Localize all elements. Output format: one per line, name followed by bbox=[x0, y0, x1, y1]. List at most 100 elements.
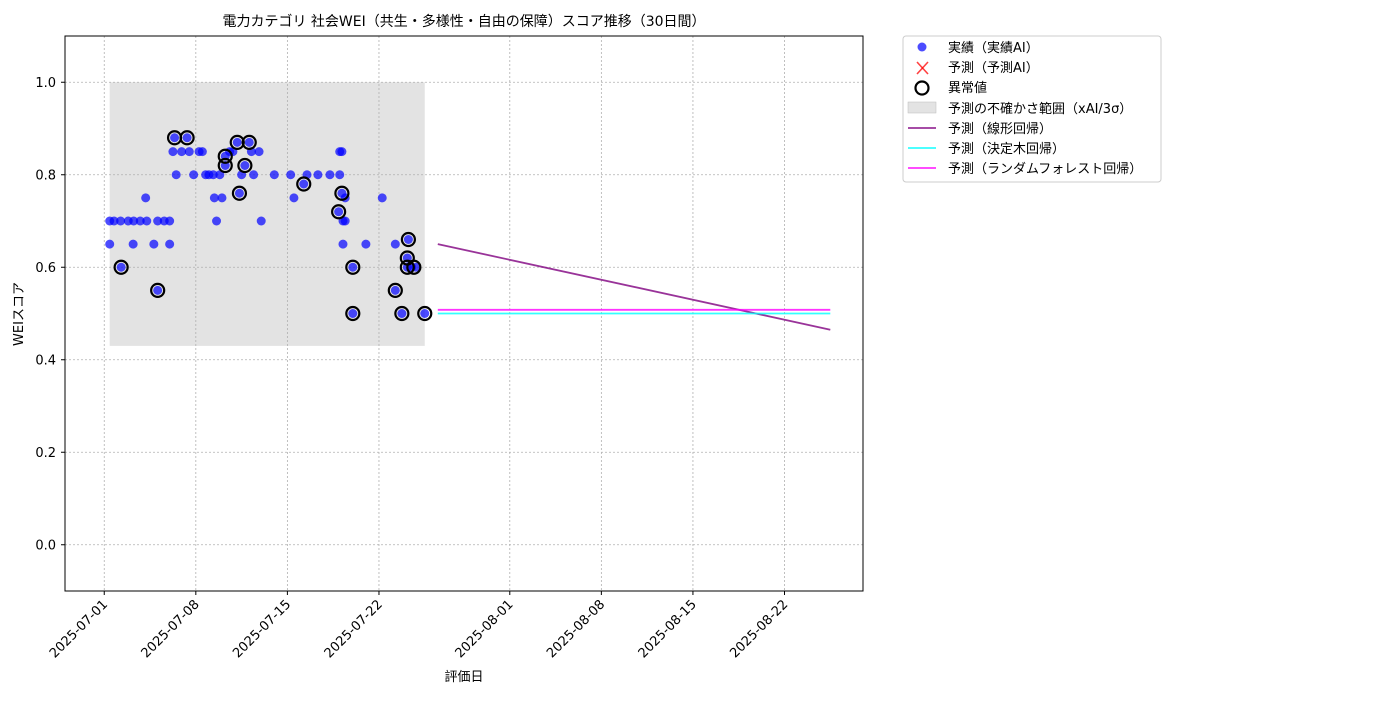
actual-point bbox=[116, 262, 126, 272]
actual-point bbox=[129, 216, 139, 226]
x-tick-label: 2025-08-08 bbox=[544, 597, 608, 661]
actual-point bbox=[240, 161, 250, 170]
y-tick-label: 0.4 bbox=[35, 353, 56, 368]
plot-frame bbox=[64, 35, 864, 592]
x-tick-label: 2025-08-15 bbox=[636, 597, 700, 661]
x-tick-label: 2025-07-22 bbox=[322, 597, 386, 661]
y-tick-label: 0.2 bbox=[35, 446, 56, 461]
anomaly-marker bbox=[217, 157, 233, 174]
actual-point bbox=[390, 285, 400, 295]
legend-uncertainty-swatch bbox=[907, 101, 937, 114]
anomaly-marker bbox=[296, 176, 312, 192]
actual-point bbox=[165, 239, 175, 249]
y-tick-label: 0.0 bbox=[35, 538, 56, 553]
actual-point bbox=[170, 133, 180, 143]
actual-point bbox=[197, 147, 207, 157]
actual-point bbox=[348, 309, 358, 318]
y-tick-label: 0.6 bbox=[35, 261, 56, 276]
legend-linear-label: 予測（線形回帰） bbox=[948, 121, 1052, 137]
x-tick-label: 2025-08-22 bbox=[727, 597, 791, 661]
actual-point bbox=[165, 216, 175, 226]
anomaly-marker bbox=[399, 259, 415, 275]
actual-point bbox=[334, 207, 344, 217]
actual-point bbox=[338, 239, 348, 249]
actual-point bbox=[313, 170, 323, 180]
actual-point bbox=[116, 216, 126, 226]
actual-point bbox=[189, 170, 199, 180]
anomaly-marker bbox=[150, 282, 166, 298]
actual-point bbox=[403, 235, 413, 244]
x-tick-label: 2025-07-15 bbox=[230, 597, 294, 661]
actual-point bbox=[209, 193, 219, 203]
anomaly-marker bbox=[113, 259, 129, 275]
x-tick-label: 2025-08-01 bbox=[453, 597, 517, 661]
prediction-line-linear bbox=[437, 243, 831, 331]
anomaly-marker bbox=[406, 259, 422, 275]
anomaly-marker bbox=[334, 185, 350, 201]
legend-frame bbox=[902, 35, 1162, 183]
actual-point bbox=[299, 179, 309, 189]
legend-predicted-ai-marker bbox=[916, 61, 929, 75]
anomaly-marker bbox=[345, 305, 361, 322]
actual-point bbox=[208, 170, 218, 180]
anomaly-marker bbox=[231, 185, 248, 201]
actual-point bbox=[340, 216, 350, 226]
actual-point bbox=[337, 147, 347, 157]
actual-point bbox=[420, 309, 430, 318]
actual-point bbox=[325, 170, 335, 180]
actual-point bbox=[177, 147, 187, 157]
actual-point bbox=[390, 239, 400, 249]
actual-point bbox=[254, 147, 264, 157]
actual-point bbox=[249, 170, 259, 180]
actual-point bbox=[215, 170, 225, 180]
prediction-lines-layer bbox=[437, 243, 831, 331]
legend-anomaly-label: 異常値 bbox=[948, 80, 987, 96]
actual-point bbox=[135, 216, 145, 226]
actual-point bbox=[184, 147, 194, 157]
actual-point bbox=[128, 239, 138, 249]
actual-point bbox=[335, 170, 345, 180]
legend-anomaly-marker bbox=[914, 80, 930, 96]
legend-actual-marker bbox=[917, 42, 927, 52]
actual-point bbox=[244, 137, 254, 147]
legend-predicted-ai-label: 予測（予測AI） bbox=[948, 61, 1039, 76]
actual-point bbox=[142, 216, 152, 226]
actual-point bbox=[109, 216, 119, 226]
actual-point bbox=[269, 170, 279, 180]
x-tick-label: 2025-07-01 bbox=[47, 597, 111, 661]
actual-point bbox=[256, 216, 266, 226]
anomaly-marker bbox=[331, 204, 347, 220]
actual-point bbox=[153, 285, 163, 295]
x-axis-ticks: 2025-07-01 2025-07-08 2025-07-15 2025-07-22… bbox=[47, 591, 791, 661]
actual-point bbox=[141, 193, 151, 203]
actual-point bbox=[397, 309, 407, 318]
anomaly-marker bbox=[417, 305, 433, 322]
legend-uncertainty-label: 予測の不確かさ範囲（xAI/3σ） bbox=[948, 101, 1132, 117]
anomaly-marker bbox=[400, 231, 417, 248]
actual-point bbox=[171, 170, 181, 180]
x-tick-label: 2025-07-08 bbox=[139, 597, 203, 661]
anomaly-marker bbox=[217, 148, 233, 164]
legend-decision-tree-label: 予測（決定木回帰） bbox=[948, 141, 1065, 157]
anomaly-marker bbox=[394, 305, 410, 322]
actual-points-layer bbox=[105, 133, 430, 318]
actual-point bbox=[361, 239, 371, 249]
actual-point bbox=[153, 216, 163, 226]
actual-point bbox=[149, 239, 159, 249]
actual-point bbox=[168, 147, 178, 157]
legend-actual-label: 実績（実績AI） bbox=[948, 40, 1039, 56]
y-axis-ticks: 0.0 0.2 0.4 0.6 0.8 1.0 bbox=[35, 76, 65, 553]
y-tick-label: 0.8 bbox=[35, 168, 56, 183]
actual-point bbox=[232, 137, 242, 147]
actual-point bbox=[289, 193, 299, 203]
actual-point bbox=[348, 262, 358, 272]
actual-point bbox=[212, 216, 222, 226]
actual-point bbox=[182, 133, 192, 143]
legend-random-forest-label: 予測（ランダムフォレスト回帰） bbox=[948, 161, 1142, 177]
actual-point bbox=[234, 188, 244, 198]
anomaly-marker bbox=[345, 259, 361, 275]
x-axis-label: 評価日 bbox=[444, 670, 483, 685]
y-tick-label: 1.0 bbox=[35, 76, 56, 91]
